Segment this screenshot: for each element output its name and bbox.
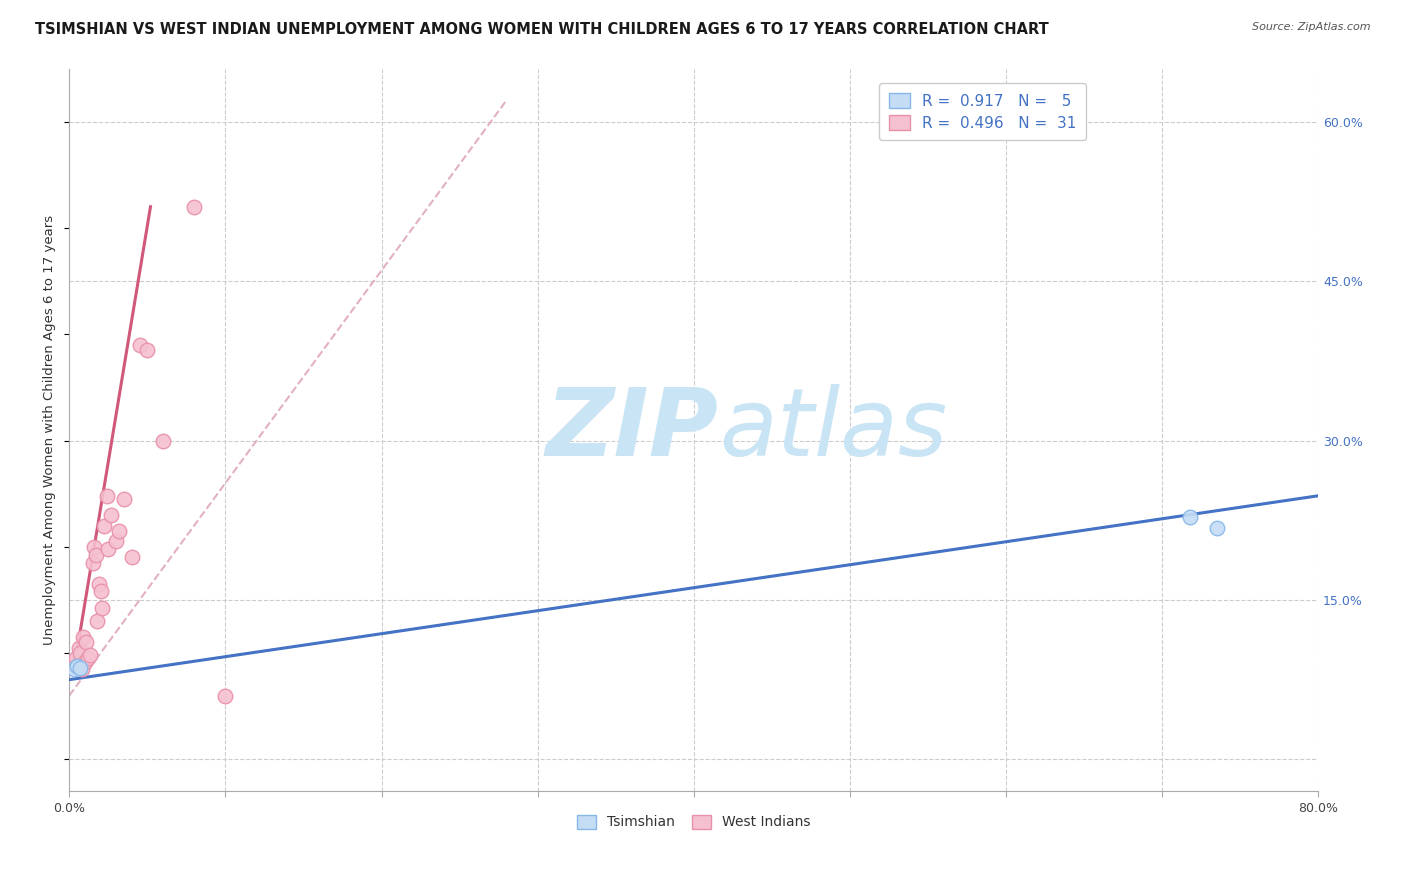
Point [69,646,91,660]
Point [77,651,100,665]
Point [93,518,115,533]
Point [63,662,86,676]
Text: ZIP: ZIP [546,384,718,476]
Point [73,655,96,669]
Point [121,550,143,565]
Point [97,541,120,556]
Point [70,662,93,676]
Text: TSIMSHIAN VS WEST INDIAN UNEMPLOYMENT AMONG WOMEN WITH CHILDREN AGES 6 TO 17 YEA: TSIMSHIAN VS WEST INDIAN UNEMPLOYMENT AM… [35,22,1049,37]
Text: atlas: atlas [718,384,948,475]
Point [91,601,114,615]
Point [79,648,101,663]
Point [82,556,104,570]
Point [128,338,150,352]
Point [90,584,112,599]
Point [84,549,107,563]
Point [69,661,91,675]
Point [63,657,86,671]
Point [83,540,105,554]
Text: Source: ZipAtlas.com: Source: ZipAtlas.com [1253,22,1371,32]
Point [1178,510,1201,524]
Point [108,524,131,538]
Point [66,658,89,673]
Point [87,577,110,591]
Point [100,508,122,522]
Point [1205,521,1227,535]
Point [96,489,118,503]
Point [152,434,174,448]
Point [66,658,89,673]
Y-axis label: Unemployment Among Women with Children Ages 6 to 17 years: Unemployment Among Women with Children A… [44,215,56,645]
Legend: Tsimshian, West Indians: Tsimshian, West Indians [571,809,817,835]
Point [67,640,90,655]
Point [65,651,87,665]
Point [72,630,94,644]
Point [214,689,236,703]
Point [105,534,128,549]
Point [86,614,108,628]
Point [183,200,205,214]
Point [112,491,135,506]
Point [76,635,98,649]
Point [136,343,159,358]
